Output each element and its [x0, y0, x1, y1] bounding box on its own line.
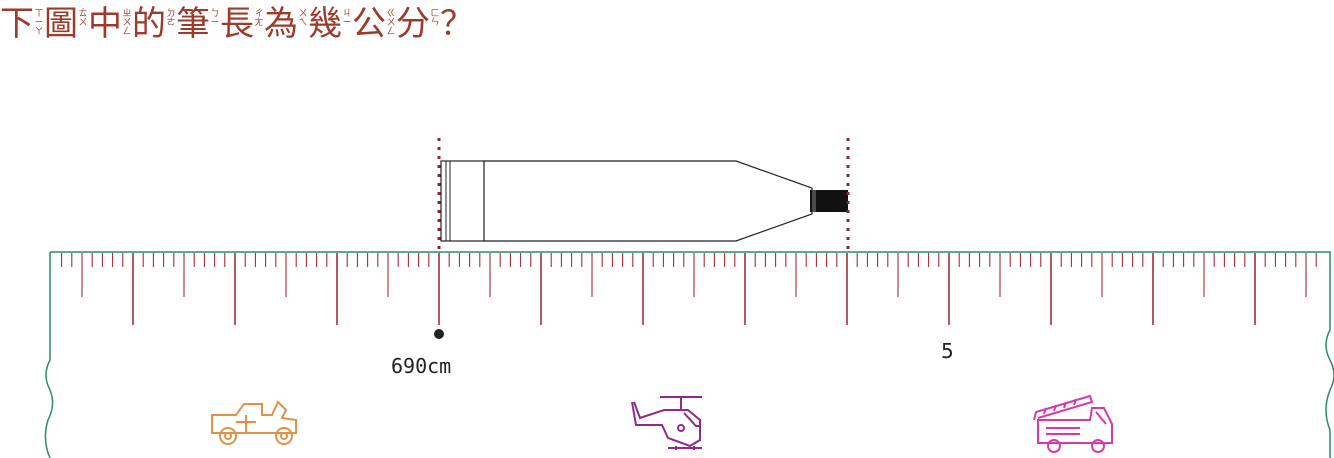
- pencil-body: [484, 160, 813, 242]
- start-label: 690cm: [391, 354, 451, 378]
- jeep-icon: [211, 400, 297, 445]
- bopomofo-annotation: ㄉㄜ: [166, 9, 176, 28]
- bopomofo-annotation: ㄒㄧㄚ: [34, 9, 44, 37]
- question-char: 筆: [176, 4, 210, 44]
- ruler-ticks: [61, 253, 1317, 325]
- bopomofo-annotation: ㄊㄨ: [78, 9, 88, 28]
- bopomofo-annotation: ㄔㄤ: [254, 9, 264, 28]
- bopomofo-annotation: ㄨㄟ: [298, 9, 308, 28]
- question-char: 幾: [308, 4, 342, 44]
- question-char: 為: [264, 4, 298, 44]
- question-char: 的: [132, 4, 166, 44]
- question-char: 長: [220, 4, 254, 44]
- fire-truck-icon: [1033, 394, 1113, 453]
- five-label: 5: [941, 339, 954, 363]
- question-char: 圖: [44, 4, 78, 44]
- pencil-lead: [810, 190, 848, 212]
- bopomofo-annotation: ㄈㄣ: [430, 9, 440, 28]
- question-char: 中: [88, 4, 122, 44]
- question-char: 分: [396, 4, 430, 44]
- pencil: [440, 160, 848, 242]
- bopomofo-annotation: ㄅㄧ: [210, 9, 220, 28]
- question-char: ？: [440, 4, 474, 44]
- pencil-cap-line: [445, 160, 451, 242]
- helicopter-icon: [631, 396, 702, 450]
- question-text: 下ㄒㄧㄚ圖ㄊㄨ中ㄓㄨㄥ的ㄉㄜ筆ㄅㄧ長ㄔㄤ為ㄨㄟ幾ㄐㄧ公ㄍㄨㄥ分ㄈㄣ？: [0, 2, 474, 46]
- pencil-eraser-end: [440, 160, 485, 242]
- bopomofo-annotation: ㄐㄧ: [342, 9, 352, 28]
- question-char: 公: [352, 4, 386, 44]
- question-char: 下: [0, 4, 34, 44]
- bopomofo-annotation: ㄓㄨㄥ: [122, 9, 132, 37]
- ruler-outline: [44, 251, 1334, 458]
- start-dot: [434, 329, 444, 339]
- bopomofo-annotation: ㄍㄨㄥ: [386, 9, 396, 37]
